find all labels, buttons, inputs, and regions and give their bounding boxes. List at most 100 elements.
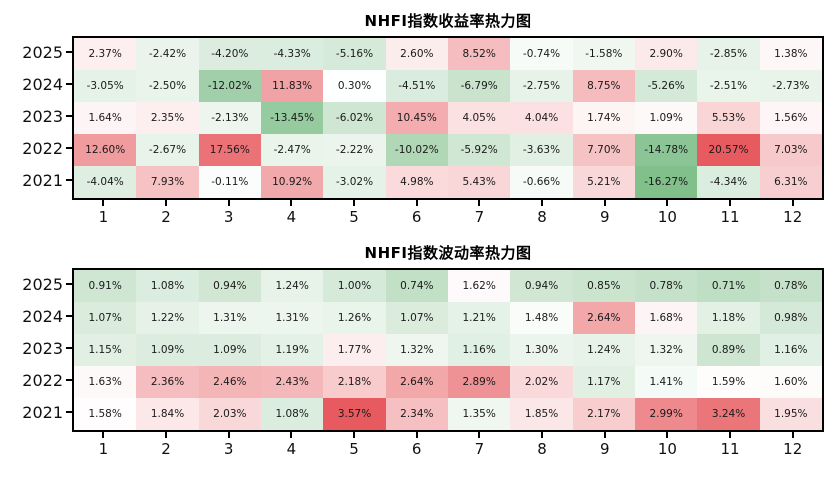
heatmap-cell: 1.31%: [260, 302, 324, 334]
x-tick: [227, 200, 230, 206]
heatmap-cell: 0.74%: [385, 270, 448, 302]
heatmap-cell: 11.83%: [260, 70, 324, 102]
month-label: 3: [223, 440, 234, 458]
month-label: 9: [599, 440, 610, 458]
heatmap-cell: 12.60%: [74, 134, 137, 166]
x-tick: [791, 432, 794, 438]
x-tick: [603, 200, 606, 206]
heatmap-cell: 4.04%: [510, 102, 573, 134]
month-label: 6: [411, 440, 422, 458]
heatmap-cell: 2.43%: [260, 366, 324, 398]
heatmap-cell: -5.16%: [323, 38, 386, 70]
month-label: 7: [474, 440, 485, 458]
heatmap-cell: 1.26%: [323, 302, 386, 334]
heatmap-cell: 1.38%: [759, 38, 822, 70]
y-tick: [66, 83, 72, 85]
month-label: 2: [161, 208, 171, 226]
year-label: 2021: [22, 402, 63, 422]
heatmap-cell: -2.22%: [323, 134, 386, 166]
month-label: 2: [161, 440, 171, 458]
heatmap-cell: 8.52%: [447, 38, 511, 70]
returns-y-axis: 2025 2024 2023 2022 2021: [0, 36, 72, 200]
heatmap-cell: 1.16%: [759, 334, 822, 366]
heatmap-cell: -4.20%: [198, 38, 261, 70]
month-label: 4: [286, 208, 297, 226]
heatmap-cell: -10.02%: [385, 134, 448, 166]
volatility-heatmap-grid: 0.91% 1.08% 0.94% 1.24% 1.00% 0.74% 1.62% 0.94%…: [72, 268, 824, 432]
x-axis-col: 11: [699, 200, 762, 226]
x-tick: [102, 432, 105, 438]
month-label: 11: [720, 440, 740, 458]
month-label: 8: [537, 440, 547, 458]
x-tick: [353, 200, 356, 206]
month-label: 3: [223, 208, 234, 226]
heatmap-cell: 1.24%: [260, 270, 324, 302]
heatmap-cell: 0.78%: [759, 270, 822, 302]
heatmap-cell: -1.58%: [572, 38, 635, 70]
y-tick: [66, 315, 72, 317]
heatmap-cell: -6.79%: [447, 70, 511, 102]
heatmap-cell: 10.45%: [385, 102, 448, 134]
month-label: 12: [783, 440, 803, 458]
volatility-x-axis: 1 2 3 4 5 6 7 8 9 10 11 12: [72, 432, 824, 458]
heatmap-cell: 8.75%: [572, 70, 635, 102]
heatmap-cell: 7.93%: [136, 166, 199, 198]
year-label: 2022: [22, 370, 63, 390]
x-axis-col: 4: [260, 432, 323, 458]
heatmap-cell: 0.30%: [323, 70, 386, 102]
x-axis-col: 7: [448, 432, 511, 458]
heatmap-cell: 0.89%: [697, 334, 760, 366]
x-axis-col: 2: [135, 200, 198, 226]
x-axis-col: 11: [699, 432, 762, 458]
heatmap-cell: 1.74%: [572, 102, 635, 134]
heatmap-cell: 1.62%: [447, 270, 511, 302]
x-tick: [729, 200, 732, 206]
returns-heatmap-title: NHFI指数收益率热力图: [364, 12, 532, 30]
x-axis-col: 3: [197, 200, 260, 226]
heatmap-cell: -2.13%: [198, 102, 261, 134]
heatmap-cell: 1.58%: [74, 398, 137, 430]
month-label: 11: [720, 208, 740, 226]
heatmap-cell: 1.32%: [634, 334, 698, 366]
x-tick: [165, 432, 167, 438]
heatmap-cell: 6.31%: [759, 166, 822, 198]
year-label: 2023: [22, 338, 63, 358]
year-label: 2021: [22, 170, 63, 190]
month-label: 4: [286, 440, 297, 458]
x-tick: [353, 432, 356, 438]
heatmap-cell: 1.09%: [136, 334, 199, 366]
y-axis-row: 2025: [0, 36, 72, 68]
heatmap-cell: 1.00%: [323, 270, 386, 302]
x-axis-col: 1: [72, 200, 135, 226]
volatility-heatmap-body: 2025 2024 2023 2022 2021 0.91% 1.08% 0.94% 1.24…: [0, 268, 825, 432]
heatmap-cell: 2.34%: [385, 398, 448, 430]
heatmap-cell: 0.98%: [759, 302, 822, 334]
month-label: 1: [98, 208, 109, 226]
month-label: 7: [474, 208, 485, 226]
x-tick: [415, 432, 418, 438]
x-axis-col: 9: [573, 200, 636, 226]
heatmap-cell: 1.68%: [634, 302, 698, 334]
heatmap-cell: 1.19%: [260, 334, 324, 366]
heatmap-cell: -2.47%: [260, 134, 324, 166]
heatmap-cell: 1.16%: [447, 334, 511, 366]
heatmap-cell: 2.90%: [634, 38, 698, 70]
x-tick: [478, 200, 481, 206]
x-axis-col: 6: [385, 200, 448, 226]
heatmap-cell: 2.99%: [634, 398, 698, 430]
x-tick: [603, 432, 606, 438]
x-axis-col: 12: [761, 432, 824, 458]
y-axis-row: 2022: [0, 364, 72, 396]
heatmap-cell: 1.77%: [323, 334, 386, 366]
x-tick: [729, 432, 732, 438]
heatmap-cell: -5.92%: [447, 134, 511, 166]
heatmap-cell: 1.95%: [759, 398, 822, 430]
volatility-heatmap-chart: NHFI指数波动率热力图 2025 2024 2023 2022 2021 0.91% 1…: [0, 242, 825, 458]
heatmap-cell: 17.56%: [198, 134, 261, 166]
year-label: 2025: [22, 42, 63, 62]
heatmap-cell: 2.60%: [385, 38, 448, 70]
month-label: 9: [599, 208, 610, 226]
heatmap-cell: 2.37%: [74, 38, 137, 70]
year-label: 2022: [22, 138, 63, 158]
returns-heatmap-grid: 2.37% -2.42% -4.20% -4.33% -5.16% 2.60% 8.52% -…: [72, 36, 824, 200]
